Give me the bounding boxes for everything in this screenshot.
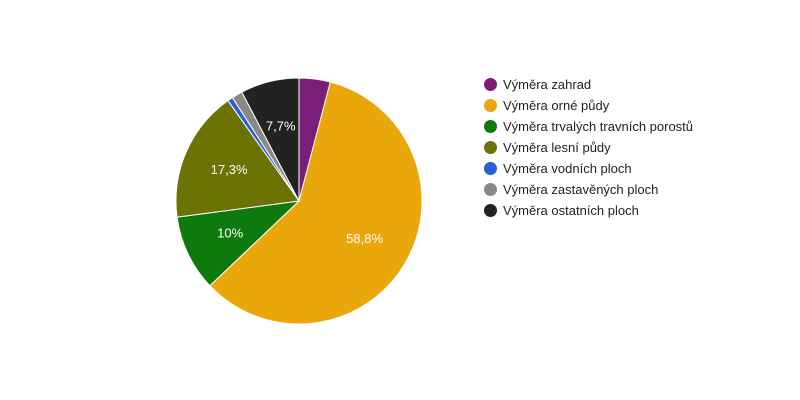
pie-slice-label-3: 17,3% [211,162,248,177]
legend-label: Výměra zastavěných ploch [503,182,659,197]
legend-label: Výměra zahrad [503,77,592,92]
legend-item-4: Výměra vodních ploch [484,158,693,179]
legend-label: Výměra vodních ploch [503,161,632,176]
pie-slice-label-6: 7,7% [266,118,296,133]
legend-item-6: Výměra ostatních ploch [484,200,693,221]
legend-swatch-icon [484,78,497,91]
legend-item-5: Výměra zastavěných ploch [484,179,693,200]
legend-label: Výměra orné půdy [503,98,610,113]
legend-swatch-icon [484,162,497,175]
legend-item-2: Výměra trvalých travních porostů [484,116,693,137]
pie-slice-2 [176,200,301,287]
legend-swatch-icon [484,183,497,196]
chart-legend: Výměra zahrad Výměra orné půdy Výměra trva… [484,74,693,221]
legend-label: Výměra trvalých travních porostů [503,119,694,134]
legend-item-0: Výměra zahrad [484,74,693,95]
legend-label: Výměra lesní půdy [503,140,611,155]
legend-swatch-icon [484,99,497,112]
legend-swatch-icon [484,141,497,154]
pie-slice-label-2: 10% [217,225,243,240]
pie-slice-label-1: 58,8% [346,231,383,246]
pie-slice-1 [209,81,423,325]
pie-slice-3 [175,99,300,218]
pie-slices [175,77,423,325]
legend-item-1: Výměra orné půdy [484,95,693,116]
legend-label: Výměra ostatních ploch [503,203,639,218]
pie-slice-labels: 58,8% 10% 17,3% 7,7% [211,118,384,246]
pie-slice-6 [241,77,300,202]
legend-swatch-icon [484,120,497,133]
legend-swatch-icon [484,204,497,217]
legend-item-3: Výměra lesní půdy [484,137,693,158]
